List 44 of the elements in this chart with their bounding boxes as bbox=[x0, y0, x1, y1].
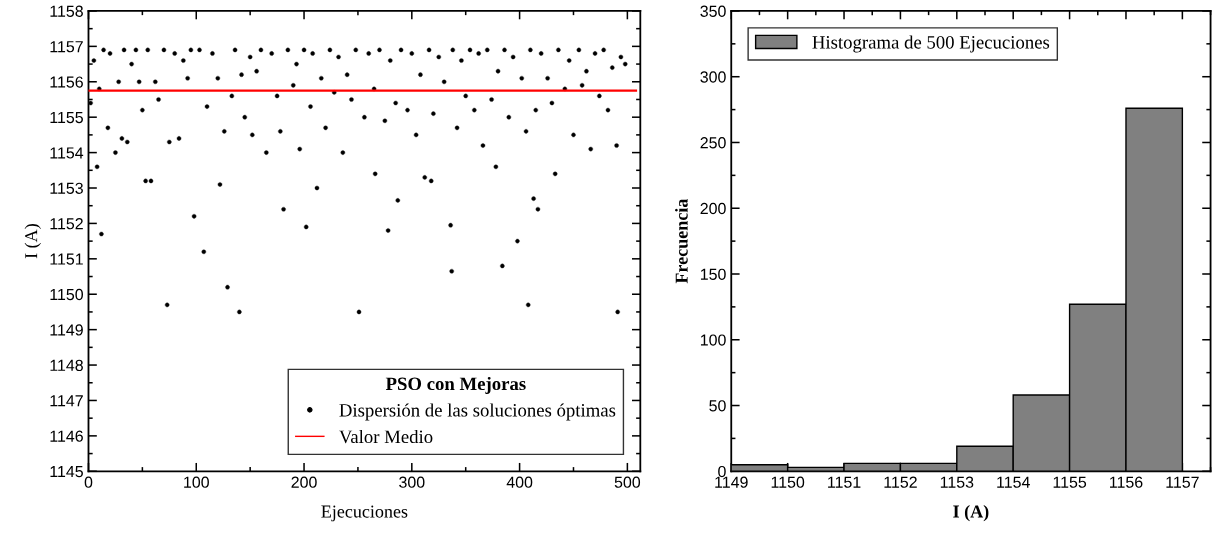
y-tick-label: 1147 bbox=[50, 395, 83, 407]
x-tick-label: 1156 bbox=[1110, 476, 1143, 488]
y-tick-label: 1146 bbox=[50, 430, 83, 442]
y-tick-label: 200 bbox=[700, 202, 726, 215]
legend-label: Histograma de 500 Ejecuciones bbox=[812, 35, 1050, 53]
x-axis-title: I (A) bbox=[953, 504, 989, 522]
x-tick-label: 300 bbox=[399, 476, 425, 488]
x-tick-label: 400 bbox=[506, 476, 533, 488]
y-tick-label: 250 bbox=[700, 137, 726, 149]
y-tick-label: 1152 bbox=[50, 218, 83, 230]
x-tick-label: 1153 bbox=[940, 476, 974, 488]
x-tick-label: 100 bbox=[184, 476, 209, 488]
x-tick-label: 1155 bbox=[1053, 476, 1087, 488]
y-tick-label: 0 bbox=[718, 465, 726, 478]
y-tick-label: 1149 bbox=[50, 324, 83, 336]
x-tick-label: 1150 bbox=[771, 476, 805, 488]
legend-label: Valor Medio bbox=[339, 429, 433, 444]
x-tick-label: 1151 bbox=[828, 476, 861, 488]
y-tick-label: 1158 bbox=[50, 5, 83, 17]
y-tick-label: 300 bbox=[700, 71, 726, 83]
x-tick-label: 1154 bbox=[997, 476, 1030, 488]
x-tick-label: 500 bbox=[614, 476, 641, 488]
x-tick-label: 1152 bbox=[884, 476, 917, 488]
y-tick-label: 1156 bbox=[50, 76, 83, 88]
y-axis-title: Frecuencia bbox=[675, 198, 688, 284]
y-tick-label: 1154 bbox=[50, 147, 84, 159]
y-tick-label: 1150 bbox=[50, 288, 84, 301]
y-tick-label: 150 bbox=[700, 268, 726, 280]
y-tick-label: 1148 bbox=[50, 359, 83, 371]
x-tick-label: 200 bbox=[291, 476, 317, 488]
y-tick-label: 1151 bbox=[50, 253, 83, 265]
y-tick-label: 1155 bbox=[50, 111, 83, 124]
y-tick-label: 100 bbox=[700, 334, 726, 346]
x-tick-label: 1157 bbox=[1166, 476, 1199, 488]
y-tick-label: 50 bbox=[709, 400, 726, 412]
x-axis-title: Ejecuciones bbox=[321, 505, 408, 522]
y-tick-label: 1157 bbox=[50, 41, 83, 53]
x-tick-label: 0 bbox=[84, 476, 93, 488]
legend-label: Dispersión de las soluciones óptimas bbox=[339, 403, 616, 421]
y-tick-label: 1145 bbox=[50, 466, 83, 478]
y-tick-label: 1153 bbox=[50, 182, 83, 194]
legend-title: PSO con Mejoras bbox=[385, 376, 526, 394]
y-axis-title: I (A) bbox=[24, 224, 41, 259]
y-tick-label: 350 bbox=[700, 5, 726, 17]
